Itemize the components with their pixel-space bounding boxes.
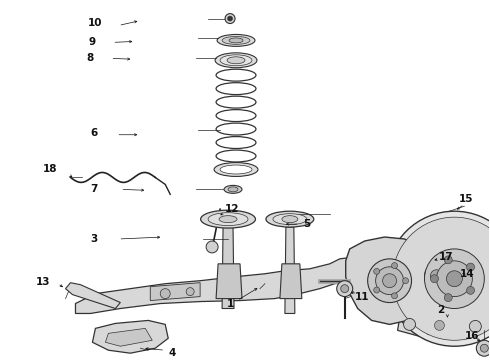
- Circle shape: [403, 278, 409, 284]
- Polygon shape: [105, 328, 152, 346]
- Ellipse shape: [273, 214, 307, 225]
- Circle shape: [392, 217, 490, 340]
- Text: 3: 3: [91, 234, 98, 244]
- Ellipse shape: [216, 96, 256, 108]
- Ellipse shape: [214, 163, 258, 176]
- Text: 15: 15: [459, 194, 474, 204]
- Ellipse shape: [217, 35, 255, 46]
- Text: 7: 7: [91, 184, 98, 194]
- Text: 12: 12: [225, 204, 239, 214]
- Polygon shape: [285, 227, 295, 314]
- Circle shape: [374, 269, 380, 274]
- Polygon shape: [150, 283, 200, 301]
- Circle shape: [225, 14, 235, 23]
- Ellipse shape: [266, 211, 314, 227]
- Circle shape: [160, 289, 170, 298]
- Text: 2: 2: [437, 306, 444, 315]
- Circle shape: [206, 241, 218, 253]
- Ellipse shape: [227, 57, 245, 64]
- Text: 11: 11: [354, 292, 369, 302]
- Circle shape: [392, 293, 397, 299]
- Circle shape: [376, 267, 404, 294]
- Text: 13: 13: [35, 277, 50, 287]
- Circle shape: [476, 340, 490, 356]
- Ellipse shape: [228, 187, 238, 192]
- Polygon shape: [346, 237, 435, 324]
- Polygon shape: [280, 264, 302, 298]
- Polygon shape: [412, 249, 465, 302]
- Ellipse shape: [220, 55, 252, 66]
- Ellipse shape: [215, 53, 257, 68]
- Circle shape: [444, 256, 452, 264]
- Circle shape: [374, 287, 380, 293]
- Circle shape: [424, 264, 448, 288]
- Circle shape: [337, 281, 353, 297]
- Ellipse shape: [216, 83, 256, 95]
- Text: 5: 5: [303, 219, 311, 229]
- Text: 18: 18: [43, 165, 58, 175]
- Circle shape: [431, 275, 439, 283]
- Text: 6: 6: [91, 128, 98, 138]
- Ellipse shape: [229, 38, 243, 43]
- Circle shape: [404, 319, 416, 330]
- Ellipse shape: [216, 110, 256, 122]
- Circle shape: [480, 344, 489, 352]
- Text: 8: 8: [87, 53, 94, 63]
- Circle shape: [444, 294, 452, 302]
- Ellipse shape: [216, 136, 256, 149]
- Circle shape: [466, 263, 474, 271]
- Circle shape: [186, 288, 194, 296]
- Circle shape: [341, 285, 349, 293]
- Circle shape: [387, 211, 490, 346]
- Circle shape: [431, 270, 442, 282]
- Circle shape: [435, 320, 444, 330]
- Polygon shape: [397, 314, 490, 338]
- Text: 1: 1: [226, 298, 234, 309]
- Text: 16: 16: [465, 331, 480, 341]
- Text: 17: 17: [439, 252, 454, 262]
- Ellipse shape: [208, 213, 248, 226]
- Circle shape: [466, 287, 474, 294]
- Polygon shape: [75, 257, 375, 314]
- Text: 14: 14: [460, 269, 475, 279]
- Circle shape: [469, 320, 481, 332]
- Text: 9: 9: [89, 37, 96, 48]
- Circle shape: [446, 271, 463, 287]
- Ellipse shape: [224, 185, 242, 193]
- Text: 4: 4: [169, 348, 176, 358]
- Circle shape: [424, 249, 484, 309]
- Polygon shape: [216, 264, 242, 298]
- Ellipse shape: [222, 36, 250, 44]
- Circle shape: [437, 261, 472, 297]
- Polygon shape: [93, 320, 168, 353]
- Ellipse shape: [200, 210, 255, 228]
- Polygon shape: [66, 283, 121, 309]
- Polygon shape: [427, 316, 462, 334]
- Ellipse shape: [216, 69, 256, 81]
- Ellipse shape: [216, 150, 256, 162]
- Ellipse shape: [220, 165, 252, 174]
- Polygon shape: [222, 227, 234, 309]
- Circle shape: [368, 259, 412, 302]
- Ellipse shape: [219, 216, 237, 222]
- Ellipse shape: [282, 216, 298, 222]
- Circle shape: [392, 262, 397, 269]
- Ellipse shape: [216, 123, 256, 135]
- Circle shape: [227, 16, 233, 21]
- Text: 10: 10: [88, 18, 103, 27]
- Circle shape: [383, 274, 396, 288]
